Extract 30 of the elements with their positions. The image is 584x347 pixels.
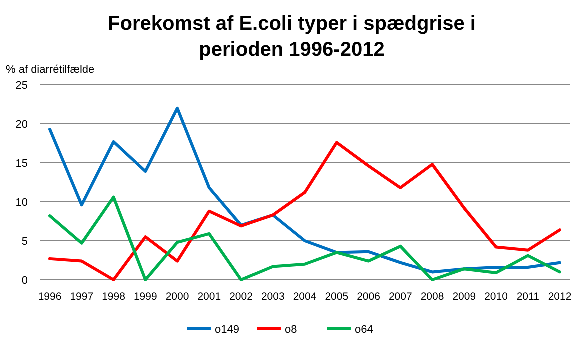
x-tick-label: 1999: [134, 291, 158, 303]
x-tick-label: 2012: [548, 291, 572, 303]
y-axis-title: % af diarrétilfælde: [6, 64, 95, 76]
legend-label: o8: [285, 324, 298, 336]
y-tick-label: 25: [16, 80, 28, 92]
x-tick-label: 2008: [420, 291, 444, 303]
y-tick-label: 0: [22, 274, 28, 287]
x-tick-label: 2003: [261, 291, 285, 303]
x-tick-label: 2005: [325, 291, 349, 303]
legend-label: o64: [355, 324, 374, 336]
x-tick-label: 2004: [293, 291, 317, 303]
x-tick-label: 2009: [452, 291, 476, 303]
line-series: [48, 141, 562, 282]
chart-title: Forekomst af E.coli typer i spædgrise i perioden 1996-2012: [108, 13, 476, 61]
x-tick-label: 2000: [166, 291, 190, 303]
x-tick-label: 2006: [357, 291, 381, 303]
x-tick-label: 2010: [484, 291, 508, 303]
x-tick-label: 1996: [38, 291, 62, 303]
y-tick-label: 15: [16, 158, 28, 170]
y-tick-label: 5: [22, 236, 28, 248]
y-tick-label: 10: [16, 196, 28, 209]
y-tick-label: 20: [16, 118, 28, 131]
x-tick-label: 1998: [102, 291, 126, 303]
x-tick-label: 2001: [198, 291, 222, 303]
line-series: [48, 196, 562, 282]
x-tick-label: 2007: [388, 291, 412, 303]
x-tick-label: 2002: [230, 291, 254, 303]
x-tick-label: 2011: [516, 291, 540, 303]
x-tick-label: 1997: [70, 291, 94, 303]
legend-label: o149: [215, 324, 240, 336]
